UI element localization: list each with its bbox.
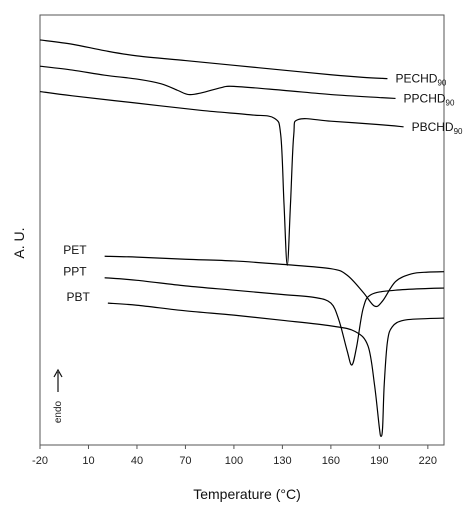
series-label-pet: PET: [63, 243, 87, 257]
series-line-pbt: [107, 302, 445, 437]
x-tick-label: 160: [322, 455, 340, 467]
endo-arrowhead-icon: [53, 368, 63, 378]
x-tick-label: 100: [225, 455, 243, 467]
endo-label: endo: [53, 400, 64, 423]
x-tick-label: 130: [273, 455, 291, 467]
series-label-subscript: 90: [454, 127, 463, 136]
series-label-subscript: 90: [437, 79, 446, 88]
y-axis-title: A. U.: [11, 227, 27, 258]
series-line-pet: [104, 255, 445, 308]
x-tick-label: 220: [419, 455, 437, 467]
endo-annotation: endo: [53, 368, 64, 423]
axes: [39, 14, 445, 446]
x-tick-label: 70: [179, 455, 191, 467]
x-tick-label: -20: [32, 455, 48, 467]
x-tick-label: 40: [131, 455, 143, 467]
series-label-subscript: 90: [446, 98, 455, 107]
x-tick-label: 10: [82, 455, 94, 467]
series-label-pbt: PBT: [67, 290, 91, 304]
series-line-pechd: [39, 39, 388, 80]
x-axis-title: Temperature (°C): [193, 486, 301, 502]
series-label-pechd: PECHD90: [395, 72, 446, 88]
series-line-ppchd: [39, 65, 396, 100]
series-label-ppchd: PPCHD90: [404, 91, 455, 107]
series-labels: PECHD90 PPCHD90 PBCHD90 PET PPT PBT: [63, 72, 463, 304]
plot-frame: [39, 14, 445, 446]
series-label-pbchd: PBCHD90: [412, 120, 463, 136]
x-tick-label: 190: [370, 455, 388, 467]
series-group: [39, 39, 445, 437]
series-line-pbchd: [39, 90, 404, 266]
series-label-ppt: PPT: [63, 265, 87, 279]
series-line-ppt: [104, 277, 445, 366]
x-ticks: -20 10 40 70 100 130 160 190 220: [32, 445, 437, 467]
